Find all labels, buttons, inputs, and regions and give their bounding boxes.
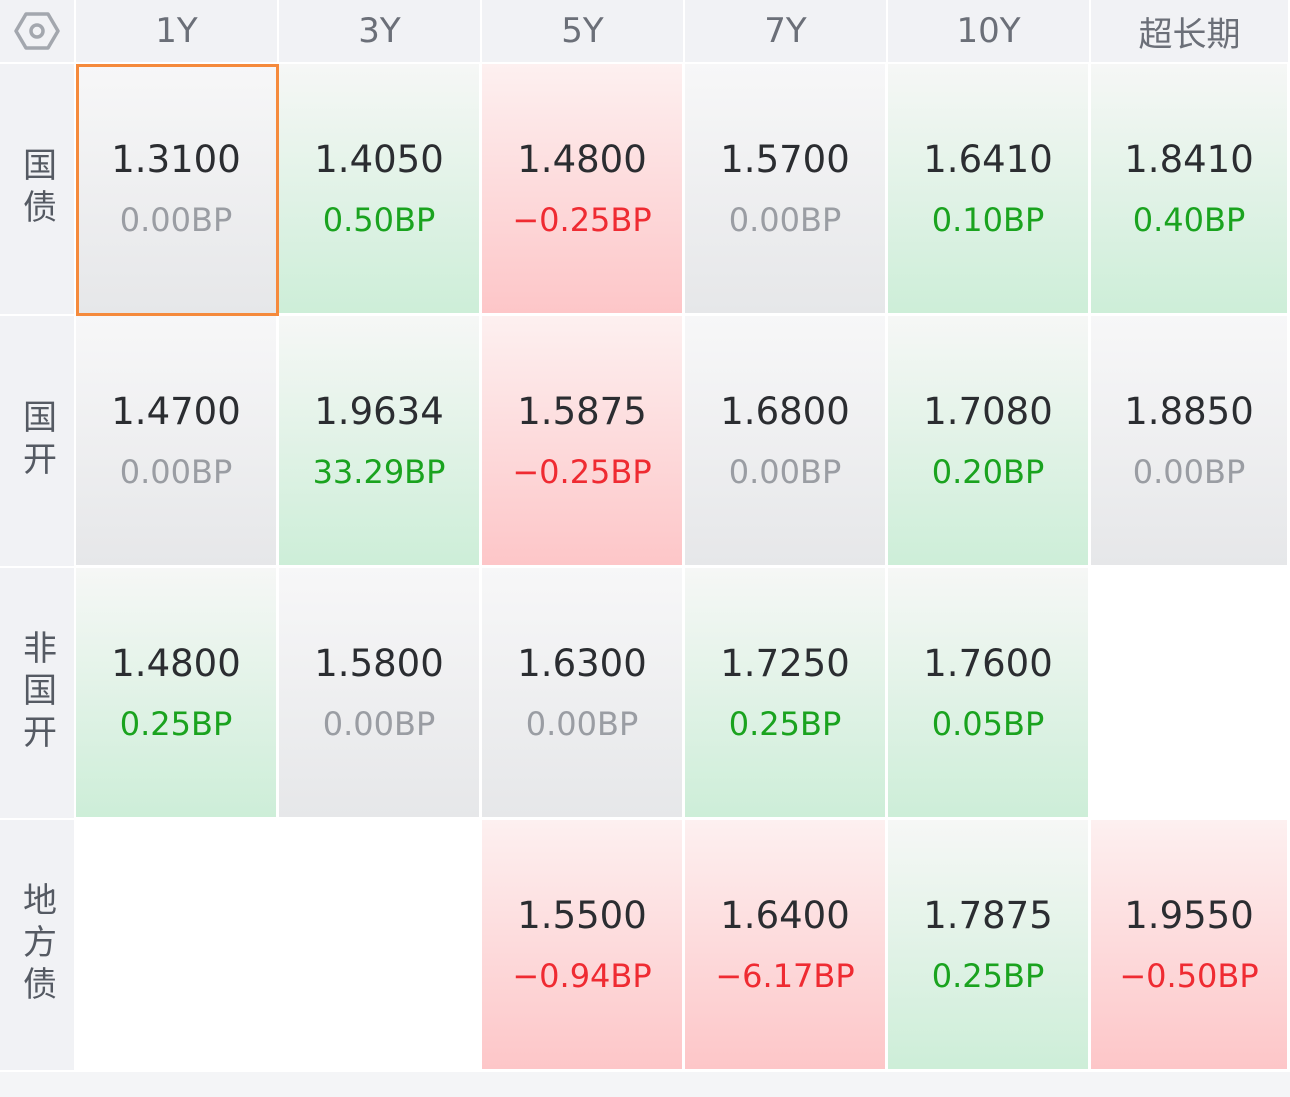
yield-change: 0.25BP [931,956,1045,995]
column-header-3y: 3Y [279,0,482,64]
yield-cell-3y [279,820,482,1072]
yield-value: 1.7875 [923,893,1053,937]
yield-cell-7y[interactable]: 1.6800 0.00BP [685,316,888,568]
yield-value: 1.4700 [111,389,241,433]
yield-change: −0.94BP [512,956,652,995]
column-header-ultra-long: 超长期 [1091,0,1290,64]
yield-change: 0.00BP [119,200,233,239]
settings-hex-icon [14,12,60,50]
row-label-local-gov: 地方债 [0,820,76,1072]
row-label-treasury: 国债 [0,64,76,316]
yield-cell-3y[interactable]: 1.5800 0.00BP [279,568,482,820]
yield-cell-10y[interactable]: 1.6410 0.10BP [888,64,1091,316]
yield-value: 1.3100 [111,137,241,181]
yield-value: 1.5700 [720,137,850,181]
yield-grid: 1Y 3Y 5Y 7Y 10Y 超长期 国债 1.3100 0.00BP 1.4050… [0,0,1290,1072]
yield-value: 1.7080 [923,389,1053,433]
yield-cell-7y[interactable]: 1.5700 0.00BP [685,64,888,316]
yield-cell-5y[interactable]: 1.5875 −0.25BP [482,316,685,568]
yield-change: 0.20BP [931,452,1045,491]
yield-cell-1y[interactable]: 1.3100 0.00BP [76,64,279,316]
yield-change: 0.25BP [119,704,233,743]
yield-change: 0.00BP [1132,452,1246,491]
column-header-7y: 7Y [685,0,888,64]
yield-value: 1.5500 [517,893,647,937]
row-label-text: 地方债 [16,882,57,1008]
column-header-1y: 1Y [76,0,279,64]
yield-change: −0.50BP [1119,956,1259,995]
yield-change: 0.25BP [728,704,842,743]
yield-cell-ultra-long [1091,568,1290,820]
column-header-5y: 5Y [482,0,685,64]
settings-button[interactable] [0,0,76,64]
yield-cell-ultra-long[interactable]: 1.8850 0.00BP [1091,316,1290,568]
yield-value: 1.5800 [314,641,444,685]
yield-change: 0.00BP [728,452,842,491]
yield-change: 0.05BP [931,704,1045,743]
yield-cell-7y[interactable]: 1.6400 −6.17BP [685,820,888,1072]
yield-change: 0.00BP [728,200,842,239]
yield-cell-3y[interactable]: 1.9634 33.29BP [279,316,482,568]
row-label-text: 非国开 [16,630,57,756]
yield-value: 1.6300 [517,641,647,685]
yield-cell-ultra-long[interactable]: 1.8410 0.40BP [1091,64,1290,316]
yield-cell-1y [76,820,279,1072]
yield-cell-5y[interactable]: 1.4800 −0.25BP [482,64,685,316]
row-label-text: 国开 [16,399,57,483]
yield-cell-1y[interactable]: 1.4700 0.00BP [76,316,279,568]
yield-value: 1.4800 [517,137,647,181]
yield-value: 1.8410 [1124,137,1254,181]
yield-change: −0.25BP [512,200,652,239]
yield-change: 0.00BP [119,452,233,491]
yield-value: 1.9634 [314,389,444,433]
yield-value: 1.5875 [517,389,647,433]
yield-change: −6.17BP [715,956,855,995]
yield-change: −0.25BP [512,452,652,491]
yield-value: 1.7250 [720,641,850,685]
row-label-text: 国债 [16,147,57,231]
yield-value: 1.9550 [1124,893,1254,937]
yield-change: 33.29BP [312,452,446,491]
yield-value: 1.4800 [111,641,241,685]
yield-cell-3y[interactable]: 1.4050 0.50BP [279,64,482,316]
yield-change: 0.00BP [525,704,639,743]
yield-value: 1.4050 [314,137,444,181]
yield-value: 1.6400 [720,893,850,937]
yield-cell-10y[interactable]: 1.7600 0.05BP [888,568,1091,820]
yield-cell-ultra-long[interactable]: 1.9550 −0.50BP [1091,820,1290,1072]
yield-change: 0.00BP [322,704,436,743]
yield-cell-7y[interactable]: 1.7250 0.25BP [685,568,888,820]
yield-cell-5y[interactable]: 1.5500 −0.94BP [482,820,685,1072]
yield-cell-1y[interactable]: 1.4800 0.25BP [76,568,279,820]
yield-value: 1.8850 [1124,389,1254,433]
yield-change: 0.50BP [322,200,436,239]
yield-value: 1.7600 [923,641,1053,685]
row-label-non-cdb: 非国开 [0,568,76,820]
yield-change: 0.10BP [931,200,1045,239]
yield-cell-10y[interactable]: 1.7875 0.25BP [888,820,1091,1072]
row-label-cdb: 国开 [0,316,76,568]
yield-value: 1.6800 [720,389,850,433]
yield-change: 0.40BP [1132,200,1246,239]
yield-value: 1.6410 [923,137,1053,181]
yield-cell-10y[interactable]: 1.7080 0.20BP [888,316,1091,568]
column-header-10y: 10Y [888,0,1091,64]
yield-cell-5y[interactable]: 1.6300 0.00BP [482,568,685,820]
